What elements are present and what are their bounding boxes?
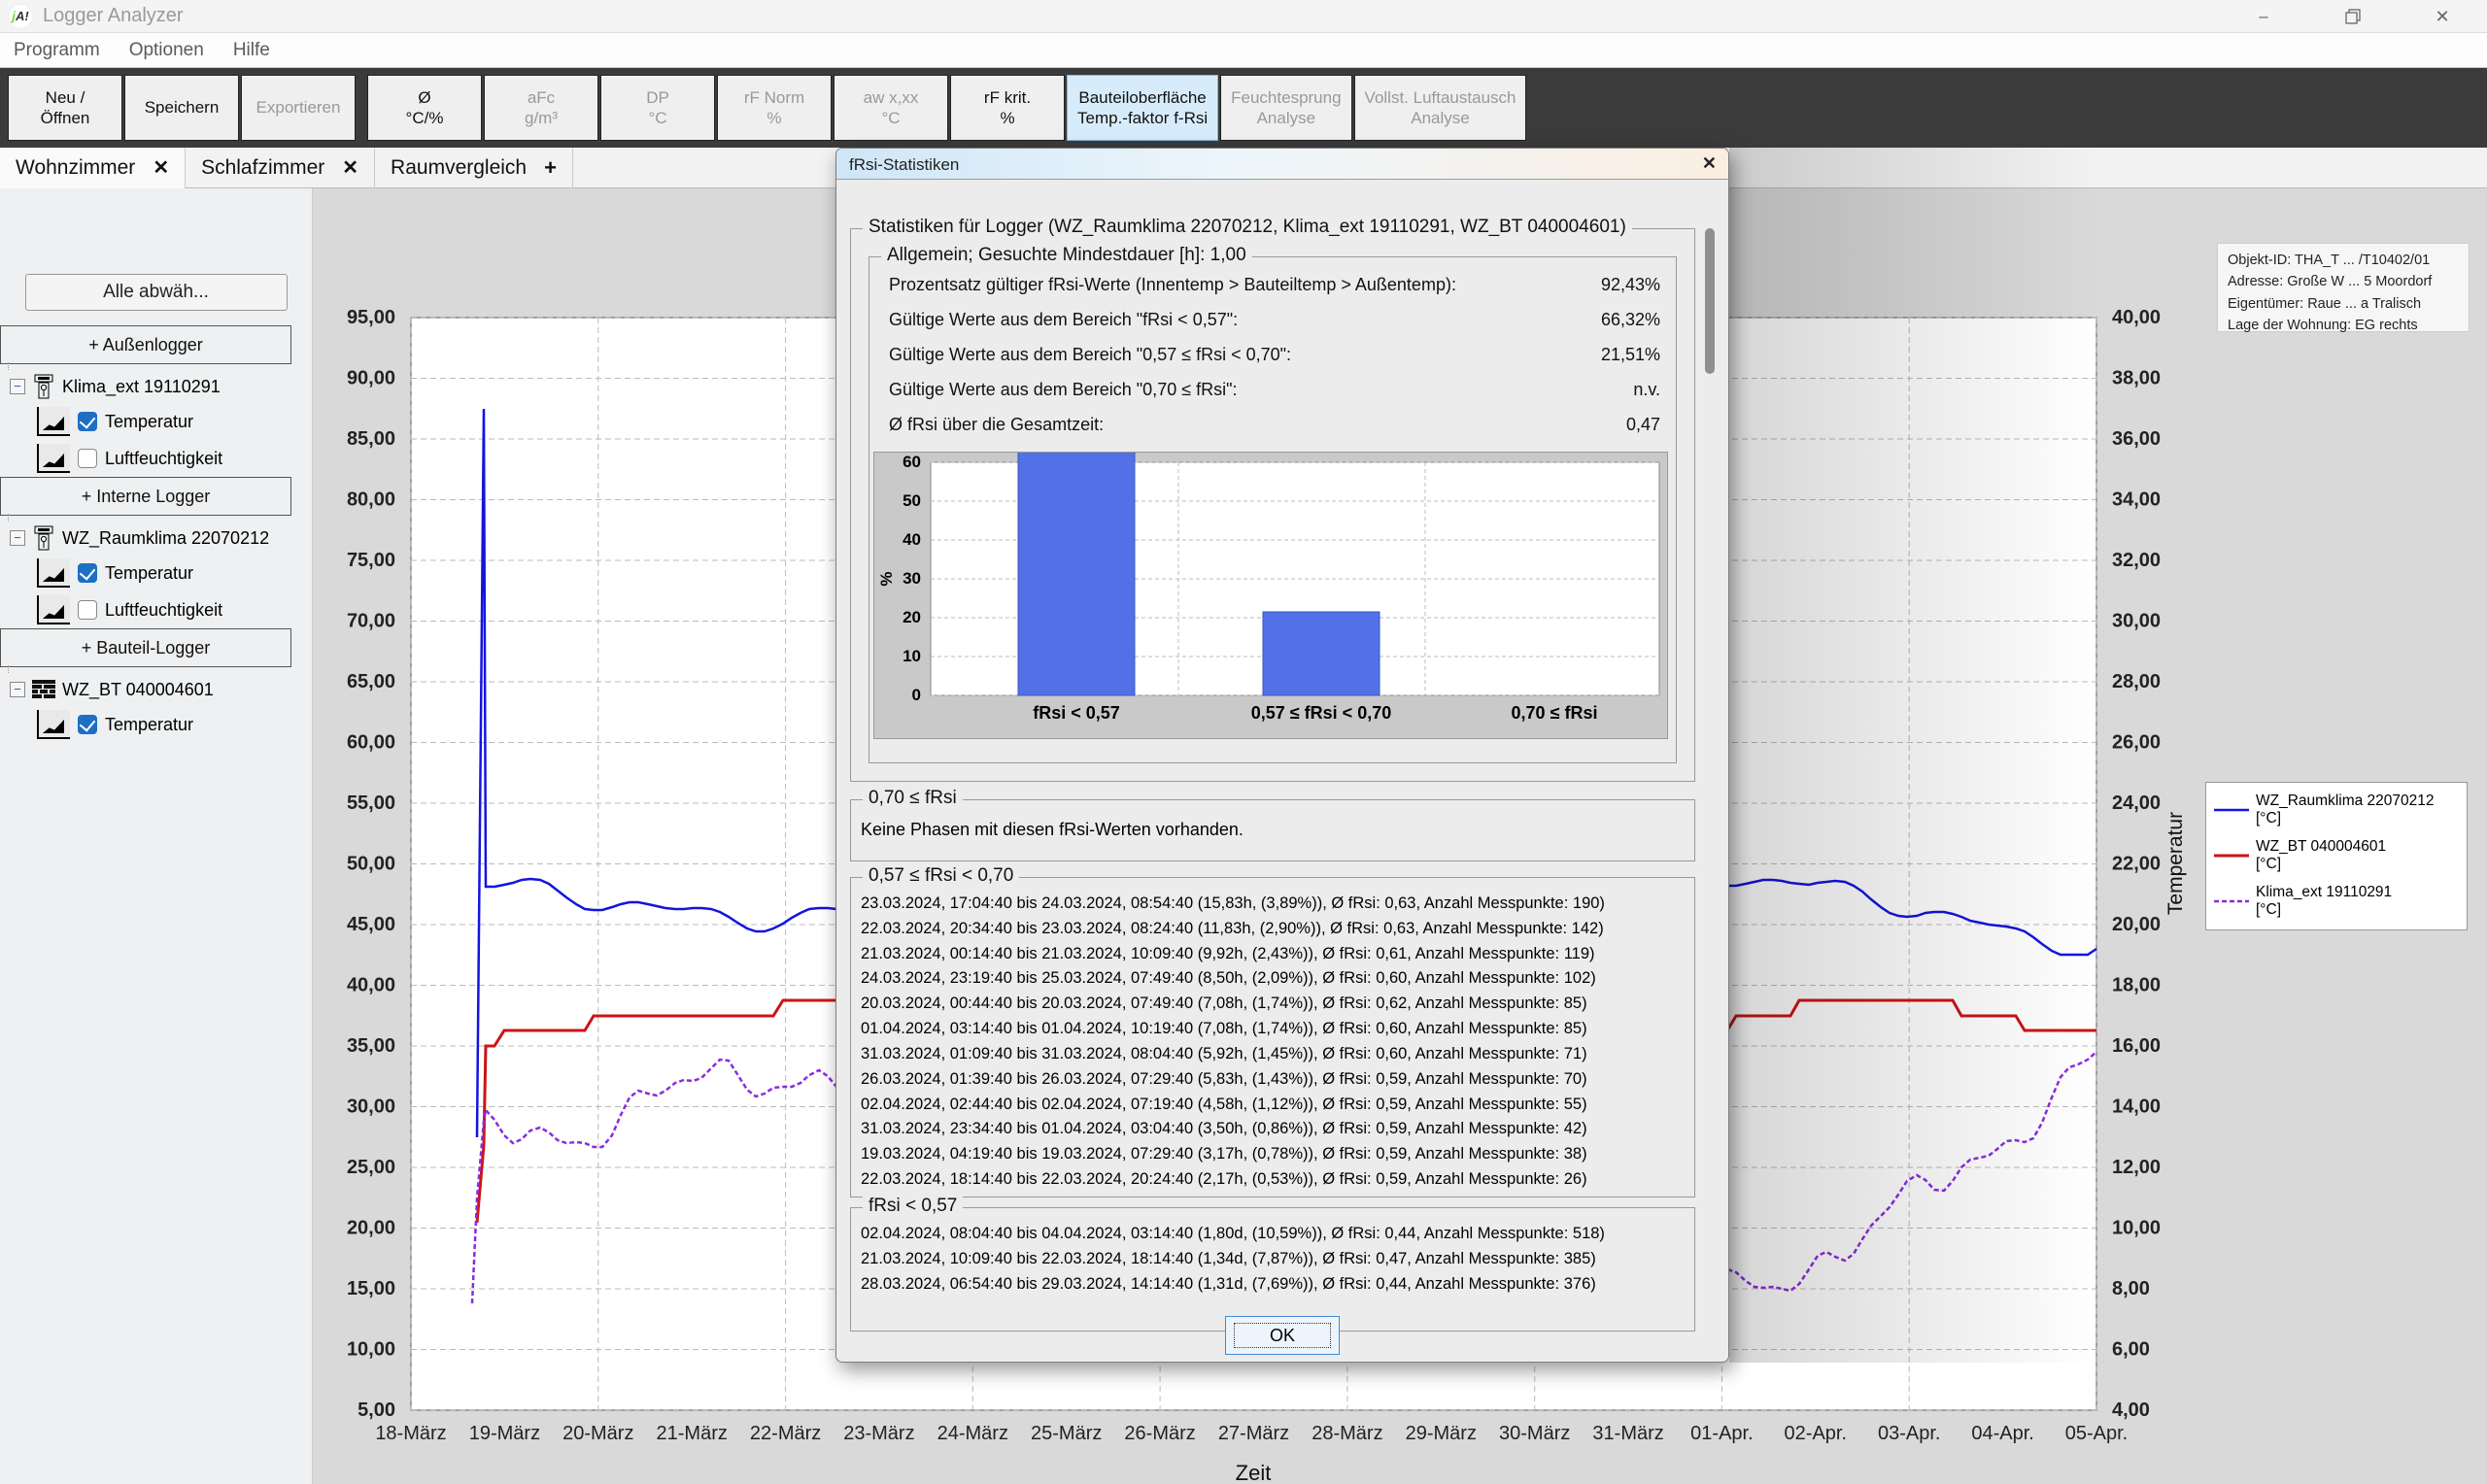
svg-text:50: 50 [903, 491, 921, 510]
svg-text:fRsi < 0,57: fRsi < 0,57 [1033, 703, 1120, 723]
svg-text:40: 40 [903, 530, 921, 549]
svg-text:55,00: 55,00 [347, 793, 395, 814]
svg-text:22-März: 22-März [750, 1423, 821, 1444]
svg-text:29-März: 29-März [1406, 1423, 1477, 1444]
svg-text:0,70 ≤ fRsi: 0,70 ≤ fRsi [1512, 703, 1598, 723]
svg-text:Temperatur: Temperatur [2164, 812, 2187, 915]
svg-text:80,00: 80,00 [347, 489, 395, 511]
svg-text:18,00: 18,00 [2112, 975, 2161, 996]
svg-text:65,00: 65,00 [347, 671, 395, 692]
svg-text:0,57 ≤ fRsi < 0,70: 0,57 ≤ fRsi < 0,70 [1251, 703, 1391, 723]
svg-text:30: 30 [903, 569, 921, 588]
svg-text:30,00: 30,00 [347, 1096, 395, 1118]
svg-text:6,00: 6,00 [2112, 1339, 2150, 1361]
svg-text:30,00: 30,00 [2112, 611, 2161, 632]
svg-text:15,00: 15,00 [347, 1278, 395, 1299]
svg-text:19-März: 19-März [469, 1423, 540, 1444]
svg-text:4,00: 4,00 [2112, 1400, 2150, 1421]
svg-text:04-Apr.: 04-Apr. [1971, 1423, 2033, 1444]
svg-text:Zeit: Zeit [1236, 1461, 1272, 1484]
svg-text:35,00: 35,00 [347, 1035, 395, 1057]
svg-text:20-März: 20-März [562, 1423, 633, 1444]
svg-text:23-März: 23-März [843, 1423, 914, 1444]
svg-text:20,00: 20,00 [347, 1218, 395, 1239]
svg-text:26-März: 26-März [1124, 1423, 1195, 1444]
svg-text:22,00: 22,00 [2112, 854, 2161, 875]
svg-text:60: 60 [903, 453, 921, 471]
svg-text:%: % [877, 571, 896, 586]
svg-text:30-März: 30-März [1499, 1423, 1570, 1444]
svg-text:8,00: 8,00 [2112, 1278, 2150, 1299]
svg-text:12,00: 12,00 [2112, 1157, 2161, 1178]
svg-text:03-Apr.: 03-Apr. [1878, 1423, 1940, 1444]
svg-text:95,00: 95,00 [347, 307, 395, 328]
svg-text:28,00: 28,00 [2112, 671, 2161, 692]
svg-text:14,00: 14,00 [2112, 1096, 2161, 1118]
svg-text:0: 0 [912, 686, 921, 704]
svg-text:25,00: 25,00 [347, 1157, 395, 1178]
svg-text:38,00: 38,00 [2112, 368, 2161, 389]
svg-text:31-März: 31-März [1592, 1423, 1663, 1444]
svg-text:50,00: 50,00 [347, 854, 395, 875]
svg-text:36,00: 36,00 [2112, 428, 2161, 450]
svg-text:70,00: 70,00 [347, 611, 395, 632]
svg-text:24,00: 24,00 [2112, 793, 2161, 814]
svg-text:40,00: 40,00 [2112, 307, 2161, 328]
svg-text:01-Apr.: 01-Apr. [1690, 1423, 1753, 1444]
svg-text:40,00: 40,00 [347, 975, 395, 996]
svg-text:05-Apr.: 05-Apr. [2065, 1423, 2128, 1444]
svg-text:24-März: 24-März [937, 1423, 1008, 1444]
svg-text:34,00: 34,00 [2112, 489, 2161, 511]
svg-text:45,00: 45,00 [347, 914, 395, 935]
svg-text:26,00: 26,00 [2112, 732, 2161, 754]
svg-text:75,00: 75,00 [347, 550, 395, 571]
svg-text:18-März: 18-März [375, 1423, 446, 1444]
svg-text:20: 20 [903, 608, 921, 626]
svg-text:20,00: 20,00 [2112, 914, 2161, 935]
svg-text:60,00: 60,00 [347, 732, 395, 754]
svg-text:21-März: 21-März [657, 1423, 728, 1444]
svg-text:16,00: 16,00 [2112, 1035, 2161, 1057]
svg-text:10,00: 10,00 [347, 1339, 395, 1361]
svg-text:10,00: 10,00 [2112, 1218, 2161, 1239]
svg-text:90,00: 90,00 [347, 368, 395, 389]
svg-text:25-März: 25-März [1031, 1423, 1102, 1444]
svg-text:27-März: 27-März [1218, 1423, 1289, 1444]
svg-text:32,00: 32,00 [2112, 550, 2161, 571]
svg-text:10: 10 [903, 647, 921, 665]
svg-text:28-März: 28-März [1312, 1423, 1382, 1444]
svg-text:85,00: 85,00 [347, 428, 395, 450]
svg-text:5,00: 5,00 [358, 1400, 395, 1421]
svg-text:02-Apr.: 02-Apr. [1785, 1423, 1847, 1444]
